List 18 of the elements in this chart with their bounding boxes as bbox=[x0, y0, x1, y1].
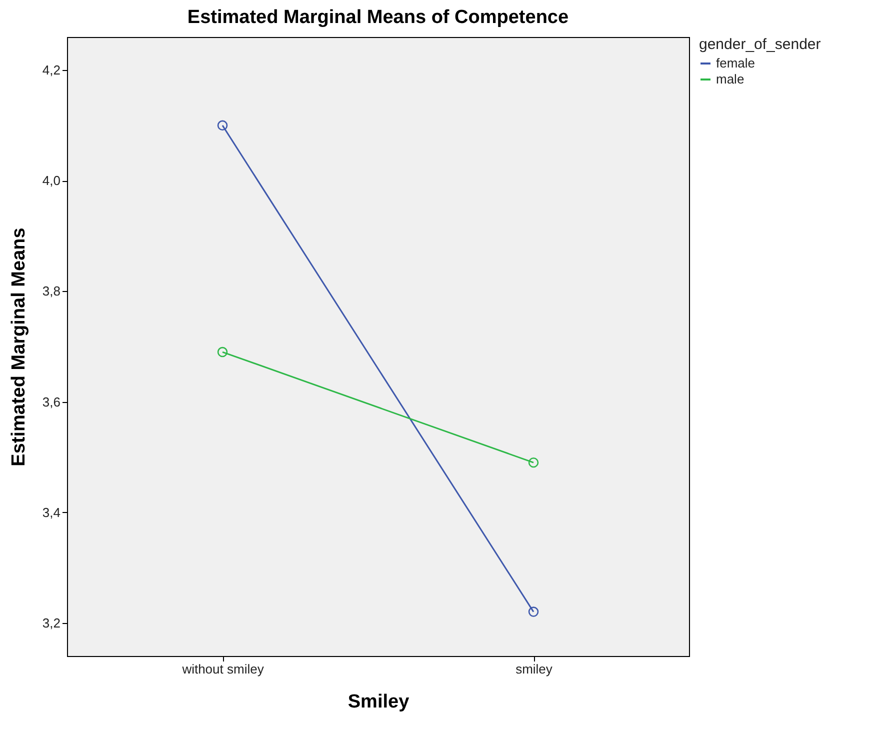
legend-title: gender_of_sender bbox=[699, 36, 821, 53]
chart-title: Estimated Marginal Means of Competence bbox=[187, 7, 569, 28]
y-tick-label: 3,4 bbox=[42, 504, 60, 520]
y-tick-label: 3,8 bbox=[42, 284, 60, 299]
point bbox=[528, 457, 539, 468]
y-tick-label: 3,2 bbox=[42, 615, 60, 630]
y-tick-label: 3,6 bbox=[42, 394, 60, 410]
legend-label: male bbox=[716, 72, 744, 86]
x-tick-label: smiley bbox=[516, 662, 553, 676]
x-axis-title: Smiley bbox=[348, 692, 410, 712]
y-tick-label: 4,0 bbox=[42, 173, 60, 188]
legend-label: female bbox=[716, 56, 756, 70]
point bbox=[217, 346, 228, 358]
x-tick-label: without smiley bbox=[181, 662, 264, 676]
y-axis-title: Estimated Marginal Means bbox=[8, 228, 30, 466]
y-tick-label: 4,2 bbox=[42, 62, 60, 78]
point bbox=[217, 120, 228, 131]
point bbox=[528, 606, 539, 617]
